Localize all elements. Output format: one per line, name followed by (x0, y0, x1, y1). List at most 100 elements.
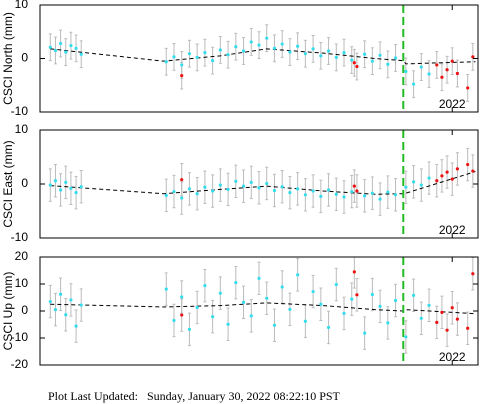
data-point (471, 272, 475, 276)
data-point (445, 68, 449, 72)
data-point (180, 178, 184, 182)
data-point (404, 185, 408, 189)
data-point (350, 297, 354, 301)
data-point (64, 180, 68, 184)
data-point (370, 292, 374, 297)
data-point (272, 323, 277, 327)
data-point (319, 54, 323, 58)
data-point (280, 285, 284, 289)
data-point (180, 74, 184, 78)
y-axis-label: CSCI Up (mm) (1, 272, 15, 351)
data-point (265, 296, 269, 300)
data-point (48, 45, 52, 49)
data-point (326, 325, 331, 330)
data-point (69, 44, 73, 48)
data-point (211, 315, 215, 319)
data-point (53, 179, 58, 183)
data-point (427, 303, 431, 307)
data-point (64, 313, 68, 317)
data-point (241, 49, 246, 53)
data-point (288, 191, 292, 195)
data-point (326, 188, 331, 192)
data-point (355, 189, 359, 193)
data-point (53, 48, 58, 53)
data-point (257, 186, 261, 190)
data-point (411, 293, 416, 297)
data-point (265, 36, 269, 40)
data-point (419, 183, 423, 187)
x-tick-label: 2022 (439, 223, 466, 237)
data-point (311, 47, 315, 51)
data-point (211, 59, 215, 63)
data-point (272, 46, 277, 50)
y-tick-label: 10 (15, 0, 29, 11)
data-point (241, 300, 246, 304)
data-point (288, 307, 292, 311)
data-point (164, 287, 168, 291)
data-point (48, 299, 52, 304)
data-point (440, 75, 444, 79)
data-point (203, 185, 207, 189)
data-point (59, 292, 63, 296)
data-point (195, 305, 199, 310)
data-point (218, 291, 222, 295)
data-point (187, 327, 192, 331)
y-axis-label: CSCI North (mm) (1, 12, 15, 105)
data-point (319, 194, 323, 199)
data-point (59, 188, 63, 192)
data-point (342, 195, 346, 199)
data-point (411, 82, 416, 86)
plot-area (48, 24, 476, 102)
data-point (257, 43, 261, 47)
data-point (427, 72, 431, 76)
data-point (234, 281, 238, 285)
data-point (471, 55, 475, 59)
data-point (334, 192, 338, 196)
data-point (311, 289, 315, 294)
plot-area (48, 147, 476, 216)
data-point (404, 69, 408, 73)
data-point (296, 187, 300, 191)
data-point (180, 295, 184, 299)
data-point (164, 60, 168, 64)
y-tick-label: 0 (21, 176, 28, 190)
y-tick-label: 0 (21, 51, 28, 65)
data-point (195, 55, 199, 60)
data-point (378, 197, 382, 201)
data-point (53, 308, 58, 312)
data-point (187, 187, 192, 191)
data-point (419, 316, 423, 320)
y-tick-label: 0 (21, 303, 28, 317)
data-point (234, 179, 238, 183)
data-point (172, 318, 176, 323)
data-point (411, 180, 416, 184)
data-point (74, 46, 78, 50)
data-point (172, 189, 176, 194)
data-point (218, 183, 222, 187)
data-point (350, 58, 354, 62)
data-point (187, 52, 192, 56)
data-point (226, 53, 230, 57)
data-point (296, 44, 300, 48)
data-point (218, 48, 222, 52)
data-point (257, 276, 261, 280)
data-point (249, 40, 253, 44)
data-point (303, 319, 307, 323)
y-axis-label: CSCI East (mm) (1, 140, 15, 227)
data-point (180, 63, 184, 67)
data-point (234, 45, 238, 49)
data-point (326, 49, 331, 53)
data-point (363, 194, 367, 198)
data-point (466, 162, 470, 167)
data-point (393, 298, 398, 303)
data-point (319, 302, 323, 306)
data-point (435, 179, 439, 183)
data-point (249, 314, 253, 318)
data-point (79, 303, 83, 307)
data-point (249, 180, 253, 184)
data-point (471, 169, 475, 173)
data-point (74, 191, 78, 195)
data-point (272, 188, 277, 193)
data-point (69, 186, 73, 190)
